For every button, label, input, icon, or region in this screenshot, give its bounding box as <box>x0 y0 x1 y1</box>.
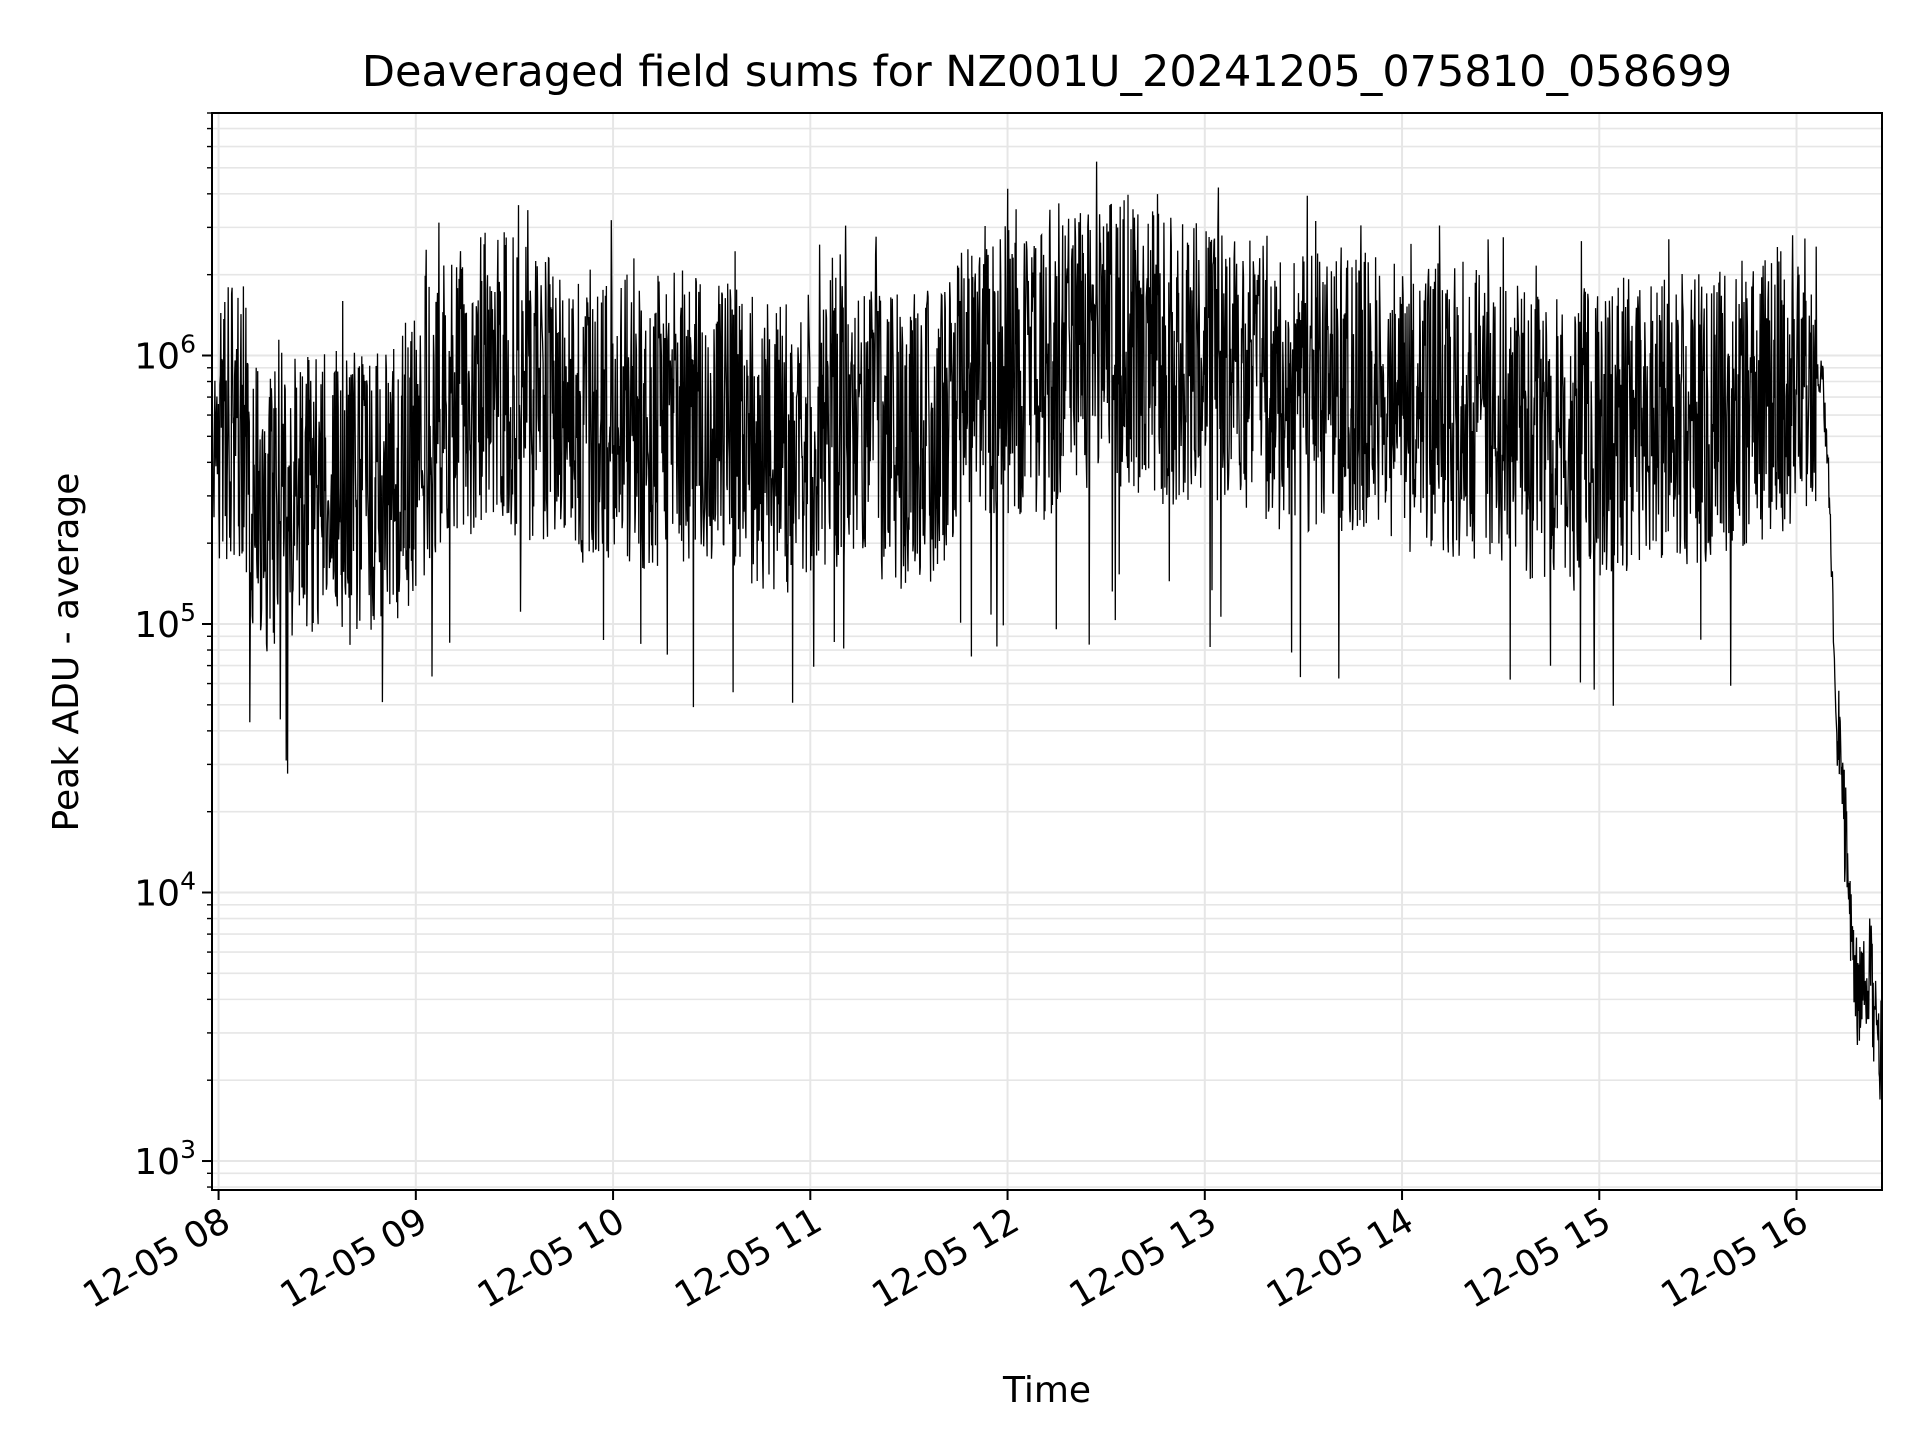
x-axis-label: Time <box>1002 1370 1091 1411</box>
chart-title: Deaveraged field sums for NZ001U_2024120… <box>362 47 1732 97</box>
y-axis-label: Peak ADU - average <box>46 473 87 832</box>
y-axis: 103 104 105 106 <box>134 112 212 1188</box>
y-tick-label: 103 <box>134 1135 196 1183</box>
y-tick-label: 106 <box>134 329 196 377</box>
series-line <box>212 161 1882 1100</box>
y-tick-label: 104 <box>134 867 196 915</box>
grid <box>212 112 1882 1190</box>
plot-frame <box>211 112 1883 1191</box>
y-tick-label: 105 <box>134 598 196 646</box>
